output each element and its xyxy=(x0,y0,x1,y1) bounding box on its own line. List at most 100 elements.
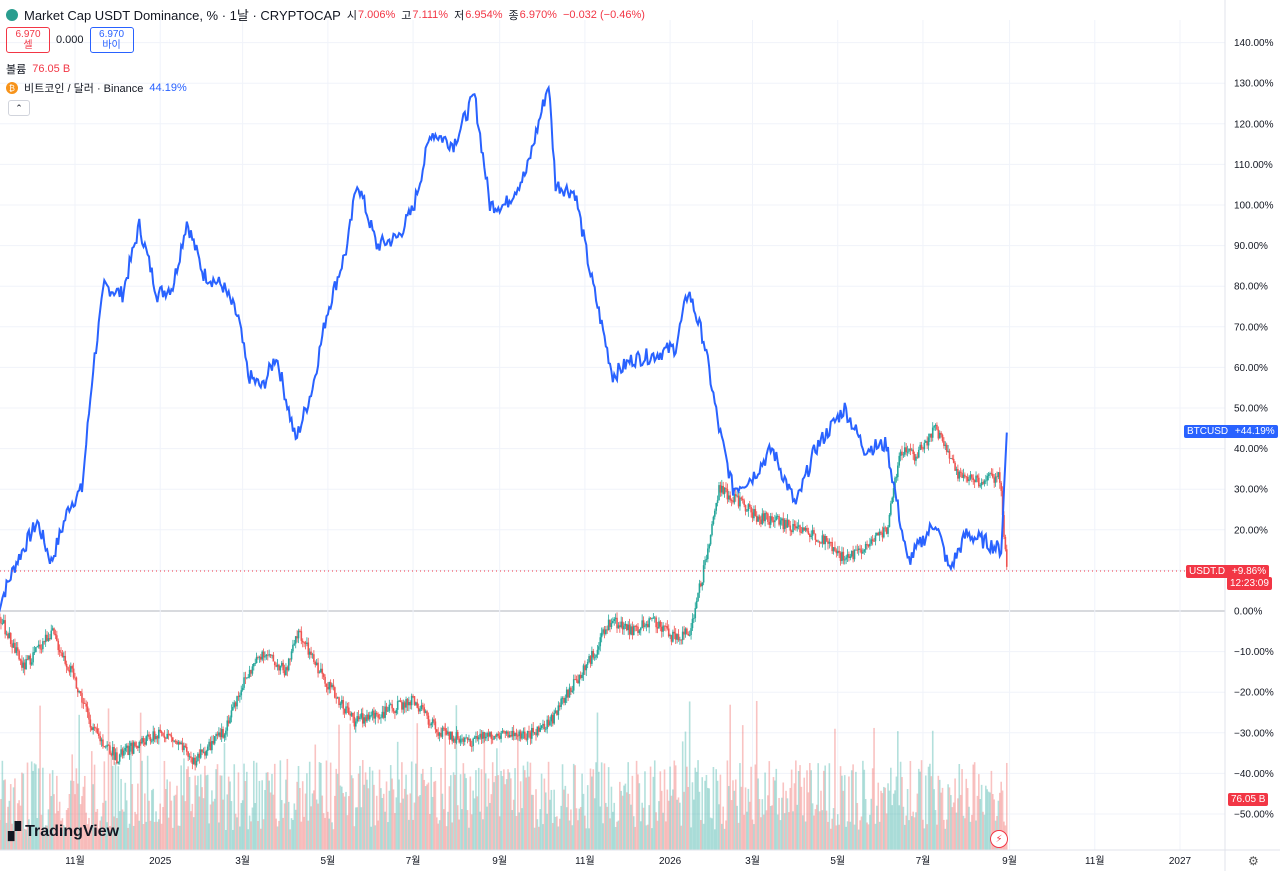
buy-button[interactable]: 6.970 바이 xyxy=(89,27,134,53)
volume-bar xyxy=(9,784,12,850)
volume-bar xyxy=(165,788,167,850)
volume-bar xyxy=(813,815,815,850)
candle-body xyxy=(54,633,57,636)
volume-bar xyxy=(769,806,772,850)
candle-body xyxy=(37,644,40,647)
volume-bar xyxy=(28,819,30,850)
volume-label: 볼륨 xyxy=(6,64,27,76)
compare-legend[interactable]: ₿ 비트코인 / 달러 · Binance 44.19% xyxy=(6,80,187,96)
volume-bar xyxy=(737,822,740,850)
candle-body xyxy=(327,686,329,690)
candle-body xyxy=(585,664,588,671)
settings-button[interactable]: ⚙ xyxy=(1248,854,1259,868)
candle-body xyxy=(359,717,361,720)
volume-bar xyxy=(561,764,564,850)
volume-bar xyxy=(503,769,505,850)
volume-bar xyxy=(690,827,692,850)
candle-body xyxy=(442,727,445,729)
volume-bar xyxy=(371,770,374,850)
volume-bar xyxy=(785,790,787,850)
candle-body xyxy=(328,682,331,690)
candle-body xyxy=(289,658,291,660)
collapse-legend-button[interactable]: ⌃ xyxy=(8,100,30,116)
volume-bar xyxy=(961,769,963,850)
volume-bar xyxy=(51,770,54,850)
volume-bar xyxy=(859,820,861,850)
candle-body xyxy=(185,746,188,752)
usdt-price-tag: USDT.D +9.86% xyxy=(1186,565,1270,578)
candle-body xyxy=(614,617,617,619)
lightning-button[interactable]: ⚡ xyxy=(990,830,1008,848)
candle-body xyxy=(892,488,895,498)
volume-bar xyxy=(729,704,731,850)
volume-bar xyxy=(357,773,360,850)
tradingview-logo[interactable]: ▞ TradingView xyxy=(8,822,119,842)
y-tick-label: −30.00% xyxy=(1234,728,1274,739)
volume-bar xyxy=(849,821,852,850)
candle-body xyxy=(964,474,966,477)
volume-bar xyxy=(253,760,255,850)
candle-body xyxy=(65,663,68,668)
volume-bar xyxy=(392,789,395,850)
candle-body xyxy=(486,732,488,737)
candle-body xyxy=(233,702,236,707)
volume-bar xyxy=(374,825,377,850)
candle-body xyxy=(976,475,979,478)
volume-bar xyxy=(933,789,935,850)
sell-button[interactable]: 6.970 셀 xyxy=(6,27,50,53)
volume-bar xyxy=(37,768,40,850)
candle-body xyxy=(877,532,880,536)
candle-body xyxy=(610,623,613,627)
volume-bar xyxy=(490,794,493,850)
candle-body xyxy=(336,697,339,699)
candle-body xyxy=(449,731,452,740)
candle-body xyxy=(521,733,523,739)
candle-body xyxy=(994,476,997,483)
volume-bar xyxy=(152,788,155,850)
candle-body xyxy=(595,654,597,658)
volume-bar xyxy=(525,777,528,850)
volume-bar xyxy=(314,744,317,850)
candle-body xyxy=(510,735,512,737)
symbol-title[interactable]: Market Cap USDT Dominance, % · 1날 · CRYP… xyxy=(24,8,341,23)
candle-body xyxy=(139,742,142,744)
volume-bar xyxy=(536,819,539,850)
y-tick-label: 40.00% xyxy=(1234,444,1268,455)
volume-bar xyxy=(232,829,234,850)
volume-bar xyxy=(35,764,37,850)
candle-body xyxy=(846,554,849,558)
candle-body xyxy=(578,674,581,684)
volume-bar xyxy=(620,790,623,850)
volume-bar xyxy=(894,790,896,850)
volume-bar xyxy=(839,766,842,850)
volume-bar xyxy=(838,824,840,850)
volume-bar xyxy=(845,826,847,850)
candle-body xyxy=(736,495,738,497)
volume-bar xyxy=(271,773,273,850)
volume-bar xyxy=(436,817,438,850)
volume-bar xyxy=(160,823,163,850)
volume-bar xyxy=(938,779,941,850)
candle-body xyxy=(82,702,85,704)
volume-bar xyxy=(793,783,796,850)
volume-legend[interactable]: 볼륨 76.05 B xyxy=(6,61,70,77)
candle-body xyxy=(57,640,60,651)
candle-body xyxy=(863,549,866,552)
volume-bar xyxy=(656,820,659,850)
volume-bar xyxy=(410,761,413,850)
candle-body xyxy=(1005,549,1008,567)
candle-body xyxy=(487,732,490,737)
volume-bar xyxy=(521,808,523,850)
volume-bar xyxy=(448,786,451,850)
candle-body xyxy=(469,738,472,746)
volume-bar xyxy=(110,750,113,850)
volume-bar xyxy=(528,776,530,850)
volume-bar xyxy=(339,785,342,850)
candle-body xyxy=(818,541,821,543)
volume-bar xyxy=(802,815,804,850)
volume-bar xyxy=(864,799,867,850)
candle-body xyxy=(131,742,134,754)
candle-body xyxy=(905,447,907,453)
candle-body xyxy=(677,634,680,640)
